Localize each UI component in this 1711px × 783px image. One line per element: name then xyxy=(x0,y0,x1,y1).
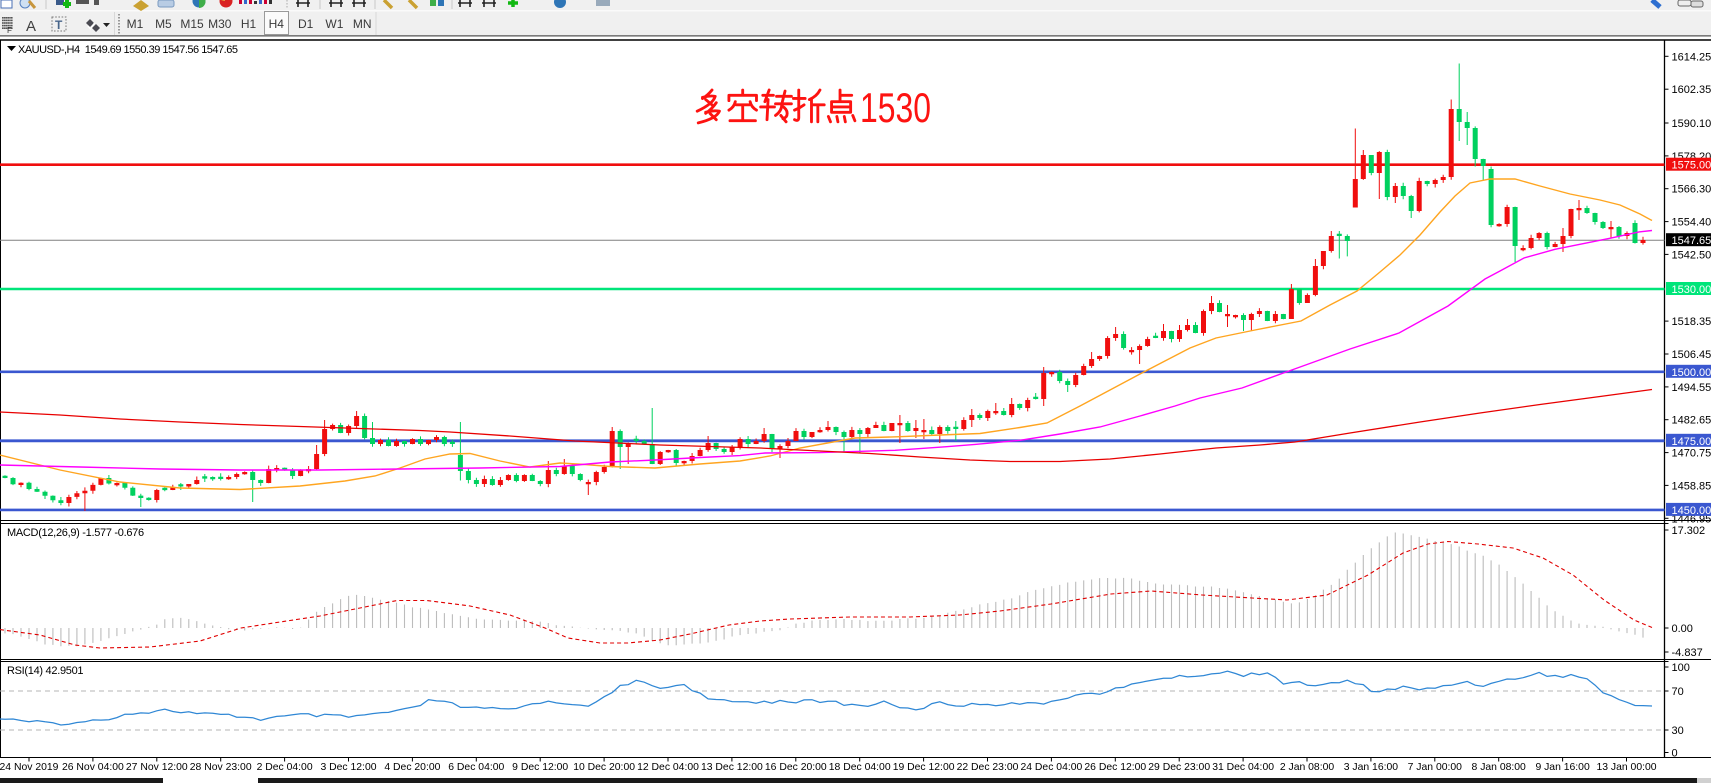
svg-text:-4.837: -4.837 xyxy=(1672,647,1703,659)
svg-text:26 Dec 12:00: 26 Dec 12:00 xyxy=(1084,762,1146,773)
svg-text:1500.00: 1500.00 xyxy=(1672,367,1711,379)
svg-text:9 Jan 16:00: 9 Jan 16:00 xyxy=(1535,762,1590,773)
svg-text:M1: M1 xyxy=(127,17,144,31)
svg-text:1506.45: 1506.45 xyxy=(1672,349,1711,361)
svg-text:D1: D1 xyxy=(298,17,314,31)
svg-text:1602.35: 1602.35 xyxy=(1672,84,1711,96)
svg-text:10 Dec 20:00: 10 Dec 20:00 xyxy=(573,762,635,773)
svg-text:1482.65: 1482.65 xyxy=(1672,415,1711,427)
svg-text:24 Dec 04:00: 24 Dec 04:00 xyxy=(1020,762,1082,773)
svg-text:24 Nov 2019: 24 Nov 2019 xyxy=(0,762,59,773)
svg-text:T: T xyxy=(55,18,63,32)
svg-text:1547.65: 1547.65 xyxy=(1672,235,1711,247)
svg-text:4 Dec 20:00: 4 Dec 20:00 xyxy=(384,762,440,773)
svg-text:29 Dec 23:00: 29 Dec 23:00 xyxy=(1148,762,1210,773)
svg-text:W1: W1 xyxy=(325,17,343,31)
svg-text:1530: 1530 xyxy=(860,84,931,131)
svg-text:MACD(12,26,9) -1.577 -0.676: MACD(12,26,9) -1.577 -0.676 xyxy=(7,527,144,539)
svg-text:MN: MN xyxy=(353,17,372,31)
svg-text:1590.10: 1590.10 xyxy=(1672,118,1711,130)
svg-text:1450.00: 1450.00 xyxy=(1672,505,1711,517)
svg-text:M15: M15 xyxy=(180,17,204,31)
svg-text:9 Dec 12:00: 9 Dec 12:00 xyxy=(512,762,568,773)
svg-text:6 Dec 04:00: 6 Dec 04:00 xyxy=(448,762,504,773)
svg-text:1494.55: 1494.55 xyxy=(1672,382,1711,394)
svg-text:1554.40: 1554.40 xyxy=(1672,217,1711,229)
svg-text:2 Dec 04:00: 2 Dec 04:00 xyxy=(257,762,313,773)
svg-text:22 Dec 23:00: 22 Dec 23:00 xyxy=(957,762,1019,773)
svg-text:27 Nov 12:00: 27 Nov 12:00 xyxy=(126,762,188,773)
svg-text:31 Dec 04:00: 31 Dec 04:00 xyxy=(1212,762,1274,773)
svg-text:13 Jan 00:00: 13 Jan 00:00 xyxy=(1596,762,1656,773)
svg-text:XAUUSD-,H4 1549.69 1550.39 15: XAUUSD-,H4 1549.69 1550.39 1547.56 1547.… xyxy=(18,44,238,56)
svg-text:70: 70 xyxy=(1672,686,1684,698)
svg-text:17.302: 17.302 xyxy=(1672,525,1706,537)
svg-text:0: 0 xyxy=(1672,748,1678,760)
svg-text:16 Dec 20:00: 16 Dec 20:00 xyxy=(765,762,827,773)
svg-text:8 Jan 08:00: 8 Jan 08:00 xyxy=(1472,762,1527,773)
svg-text:30: 30 xyxy=(1672,725,1684,737)
svg-text:1530.00: 1530.00 xyxy=(1672,284,1711,296)
svg-text:100: 100 xyxy=(1672,662,1690,674)
svg-text:28 Nov 23:00: 28 Nov 23:00 xyxy=(190,762,252,773)
svg-text:H4: H4 xyxy=(269,17,285,31)
svg-text:18 Dec 04:00: 18 Dec 04:00 xyxy=(829,762,891,773)
svg-text:26 Nov 04:00: 26 Nov 04:00 xyxy=(62,762,124,773)
svg-text:1518.35: 1518.35 xyxy=(1672,316,1711,328)
svg-text:A: A xyxy=(26,18,36,35)
svg-text:7 Jan 00:00: 7 Jan 00:00 xyxy=(1408,762,1463,773)
svg-text:1575.00: 1575.00 xyxy=(1672,160,1711,172)
svg-text:1446.95: 1446.95 xyxy=(1672,513,1711,525)
svg-text:RSI(14) 42.9501: RSI(14) 42.9501 xyxy=(7,665,83,677)
svg-text:1470.75: 1470.75 xyxy=(1672,448,1711,460)
svg-text:12 Dec 04:00: 12 Dec 04:00 xyxy=(637,762,699,773)
svg-text:1458.85: 1458.85 xyxy=(1672,480,1711,492)
svg-text:H1: H1 xyxy=(241,17,257,31)
svg-text:19 Dec 12:00: 19 Dec 12:00 xyxy=(893,762,955,773)
svg-text:1542.50: 1542.50 xyxy=(1672,249,1711,261)
svg-text:1566.30: 1566.30 xyxy=(1672,184,1711,196)
svg-text:3 Dec 12:00: 3 Dec 12:00 xyxy=(320,762,376,773)
svg-text:1475.00: 1475.00 xyxy=(1672,436,1711,448)
svg-text:1614.25: 1614.25 xyxy=(1672,51,1711,63)
svg-text:M5: M5 xyxy=(155,17,172,31)
svg-text:0.00: 0.00 xyxy=(1672,623,1693,635)
svg-text:F: F xyxy=(7,26,12,35)
svg-text:2 Jan 08:00: 2 Jan 08:00 xyxy=(1280,762,1335,773)
svg-text:3 Jan 16:00: 3 Jan 16:00 xyxy=(1344,762,1399,773)
svg-text:M30: M30 xyxy=(208,17,232,31)
svg-text:13 Dec 12:00: 13 Dec 12:00 xyxy=(701,762,763,773)
